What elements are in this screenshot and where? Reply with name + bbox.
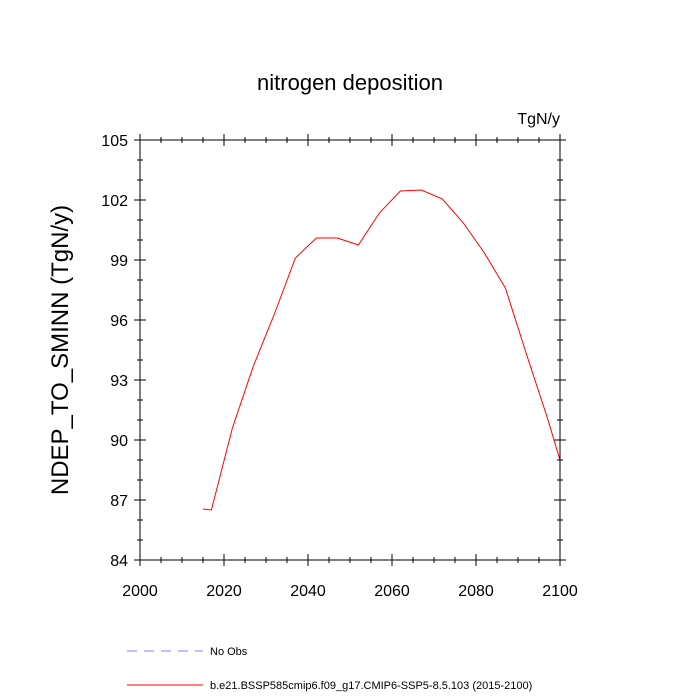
y-tick-label: 96 [110, 313, 128, 330]
axis-ticks [134, 134, 566, 566]
x-tick-label: 2000 [122, 583, 158, 600]
x-tick-label: 2040 [290, 583, 326, 600]
legend-label: No Obs [210, 646, 248, 658]
x-tick-labels: 2000 2020 2040 2060 2080 2100 [122, 583, 578, 600]
y-tick-labels: 84 87 90 93 96 99 102 105 [101, 133, 128, 570]
y-tick-label: 105 [101, 133, 128, 150]
y-tick-label: 102 [101, 193, 128, 210]
y-tick-label: 93 [110, 373, 128, 390]
x-tick-label: 2020 [206, 583, 242, 600]
chart-title: nitrogen deposition [257, 70, 443, 95]
x-tick-label: 2060 [374, 583, 410, 600]
units-label: TgN/y [517, 111, 560, 128]
y-axis-label: NDEP_TO_SMINN (TgN/y) [47, 205, 74, 495]
y-tick-label: 90 [110, 433, 128, 450]
x-tick-label: 2100 [542, 583, 578, 600]
legend: No Obs b.e21.BSSP585cmip6.f09_g17.CMIP6-S… [127, 646, 532, 692]
y-tick-label: 87 [110, 493, 128, 510]
series-group [202, 189, 561, 511]
series-line [202, 189, 561, 511]
y-tick-label: 99 [110, 253, 128, 270]
x-tick-label: 2080 [458, 583, 494, 600]
plot-frame [139, 139, 561, 561]
legend-label: b.e21.BSSP585cmip6.f09_g17.CMIP6-SSP5-8.… [210, 680, 532, 692]
y-tick-label: 84 [110, 553, 128, 570]
